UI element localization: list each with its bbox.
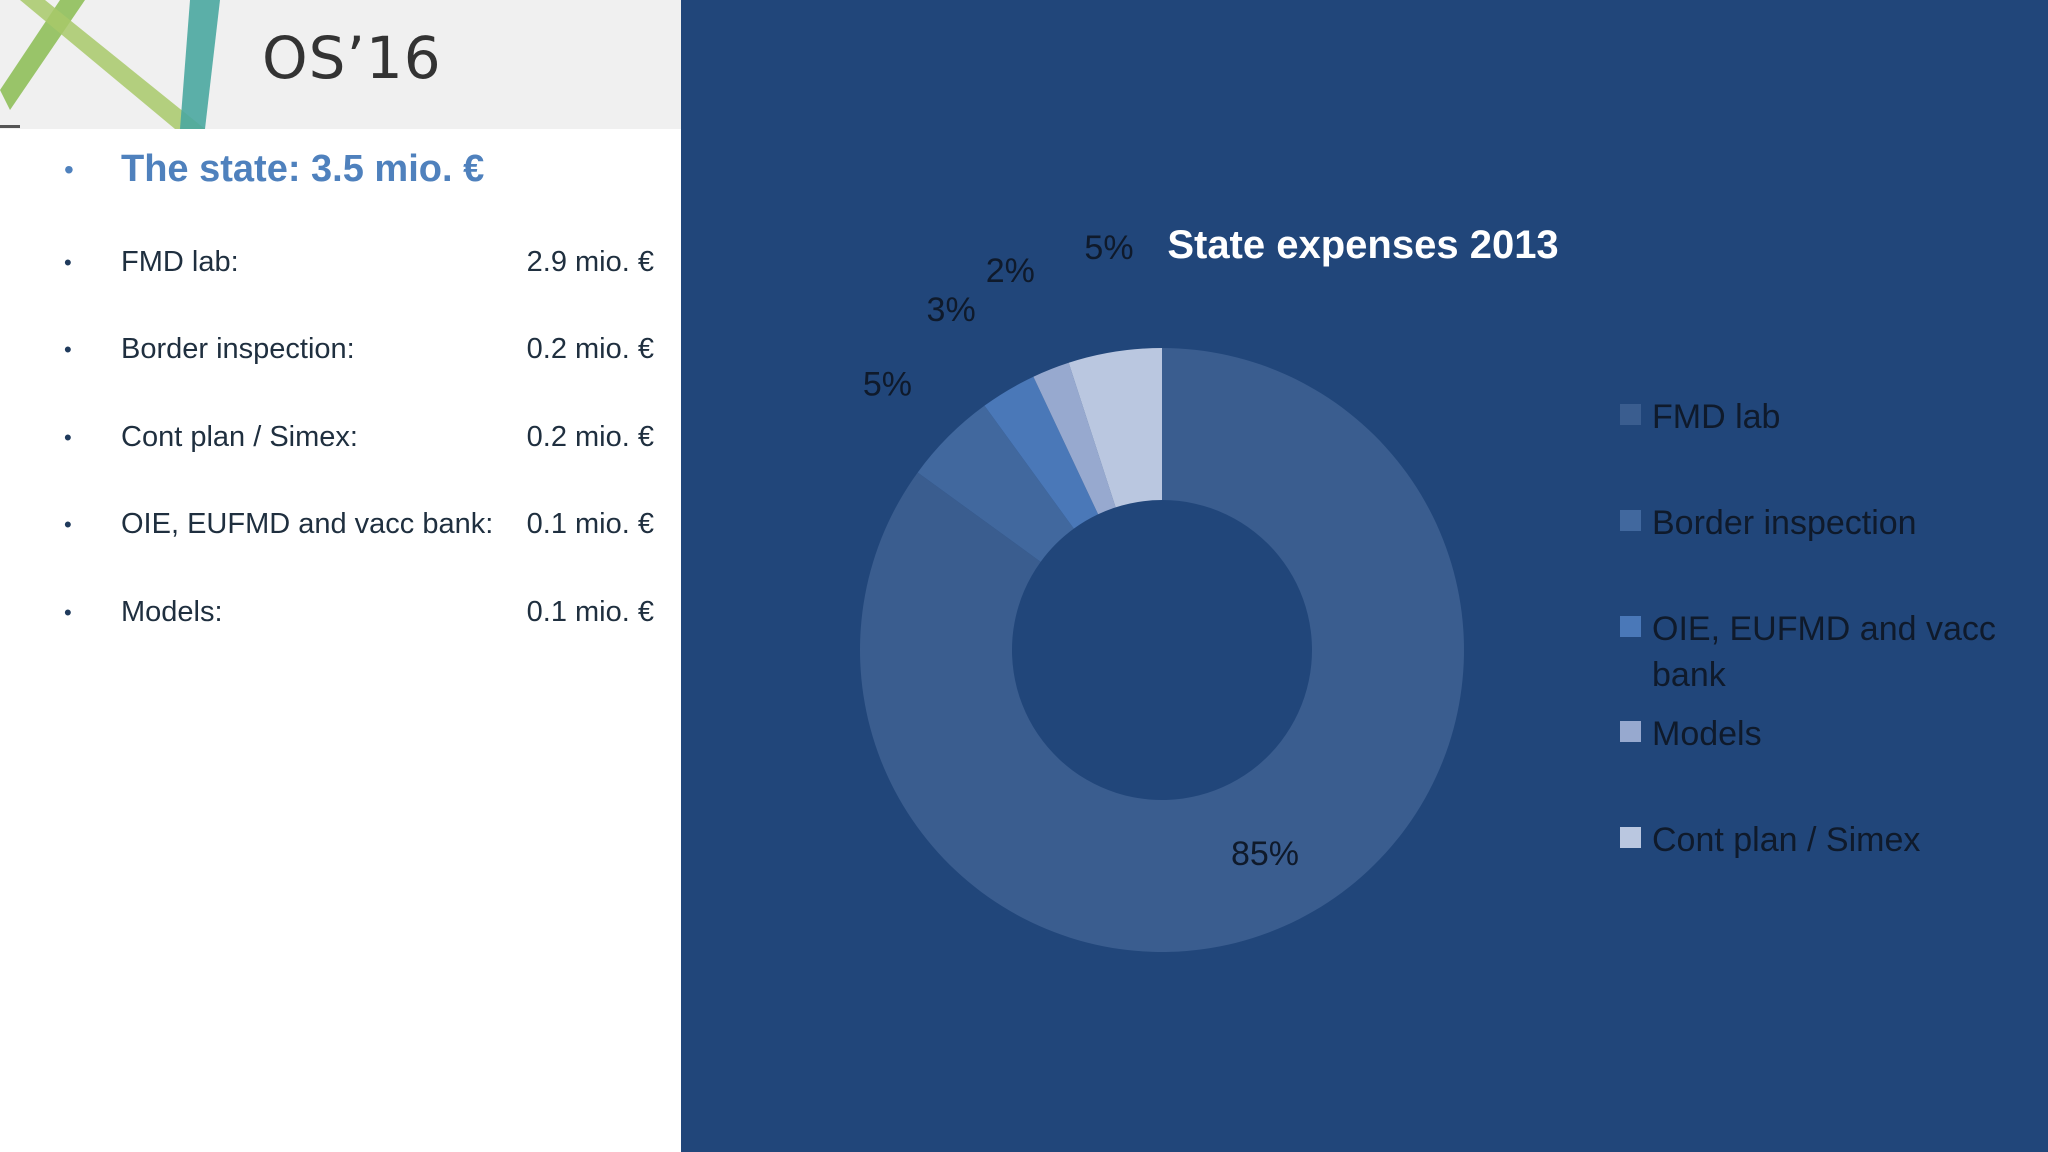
list-item: • Models: 0.1 mio. € [0,596,681,636]
bullet: • [64,600,72,625]
chart-title: State expenses 2013 [1167,223,1558,267]
data-label: 5% [1084,229,1133,267]
item-value: 0.2 mio. € [526,333,654,365]
item-value: 2.9 mio. € [526,246,654,278]
legend-label: Models [1652,715,1762,753]
list-item: • Cont plan / Simex: 0.2 mio. € [0,421,681,461]
list-item: • Border inspection: 0.2 mio. € [0,333,681,373]
legend-label: OIE, EUFMD and vacc bank [1652,610,1996,694]
item-value: 0.1 mio. € [526,508,654,540]
donut-slice [1033,362,1116,515]
item-label: Border inspection: [121,333,355,365]
donut-slice [984,376,1099,529]
donut-slice [1068,348,1162,508]
header-banner: OS’16 [0,0,681,129]
legend-swatch [1620,721,1641,742]
donut-slice [859,348,1464,953]
legend-swatch [1620,510,1641,531]
data-label: 85% [1231,835,1299,873]
logo-graphic [0,0,220,129]
legend-label: Cont plan / Simex [1652,821,1921,859]
item-label: OIE, EUFMD and vacc bank: [121,508,494,540]
item-label: Models: [121,596,223,628]
donut-slice [917,405,1074,562]
list-item: • OIE, EUFMD and vacc bank: 0.1 mio. € [0,508,681,548]
heading-label: The state: 3.5 mio. € [121,148,485,190]
bullet: • [64,337,72,362]
list-heading: • The state: 3.5 mio. € [0,148,681,190]
data-labels: 85% 5% 3% 2% 5% [863,229,1299,873]
legend-swatch [1620,404,1641,425]
data-label: 5% [863,365,912,403]
item-value: 0.2 mio. € [526,421,654,453]
bullet: • [64,425,72,450]
item-value: 0.1 mio. € [526,596,654,628]
legend-swatch [1620,616,1641,637]
bullet: • [64,250,72,275]
data-label: 2% [986,252,1035,290]
bullet: • [64,154,74,185]
bullet: • [64,512,72,537]
list-item: • FMD lab: 2.9 mio. € [0,246,681,286]
item-label: Cont plan / Simex: [121,421,358,453]
legend-label: FMD lab [1652,398,1781,436]
donut-slices [859,348,1464,953]
legend-label: Border inspection [1652,504,1917,542]
left-panel: OS’16 • The state: 3.5 mio. € • FMD lab:… [0,0,681,1152]
data-label: 3% [927,291,976,329]
legend-swatch [1620,827,1641,848]
logo-text: OS’16 [262,24,442,92]
item-label: FMD lab: [121,246,239,278]
